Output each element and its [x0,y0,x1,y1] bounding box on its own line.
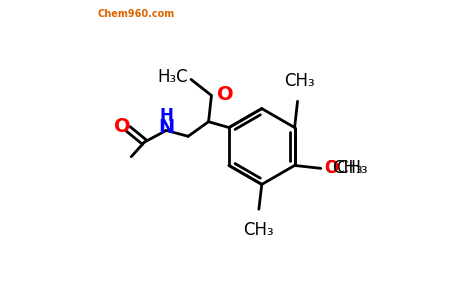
Text: Chem960.com: Chem960.com [97,9,174,19]
Text: H: H [159,108,173,125]
Text: H₃C: H₃C [157,68,188,86]
Text: CH₃: CH₃ [283,71,314,90]
Text: O: O [217,84,233,103]
Text: O: O [324,159,338,177]
Text: OCH₃: OCH₃ [324,159,367,177]
Text: CH₃: CH₃ [332,159,363,177]
Text: CH₃: CH₃ [244,221,274,239]
Text: N: N [158,118,174,137]
Text: O: O [114,117,131,136]
